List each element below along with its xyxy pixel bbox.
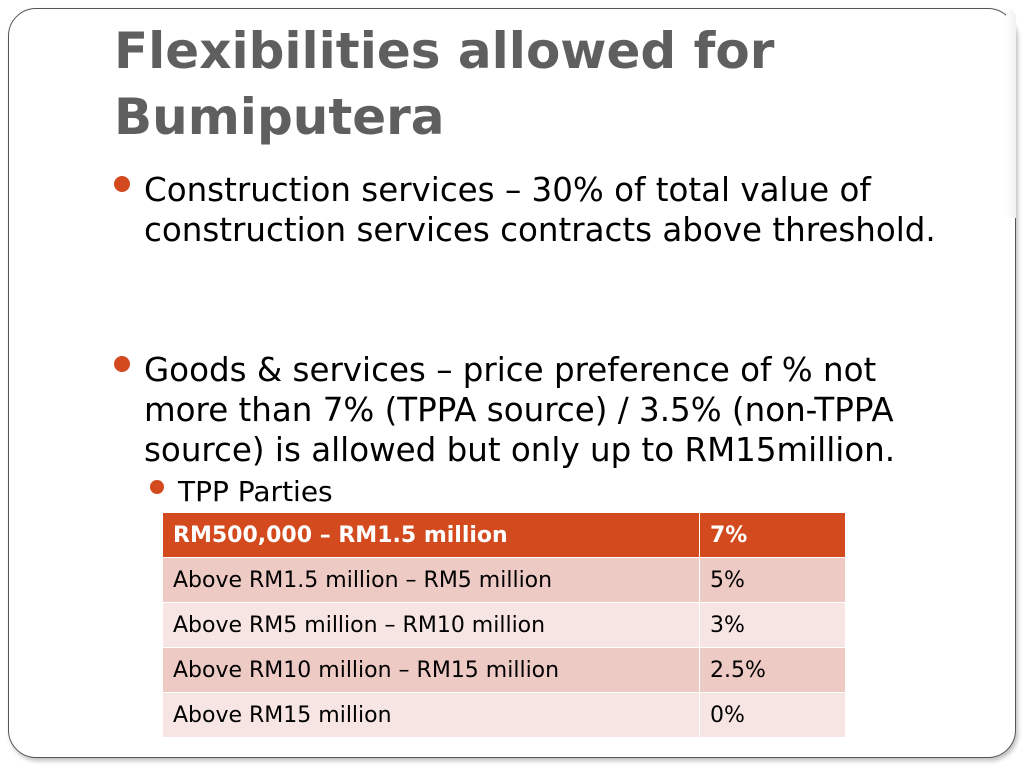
table-row: Above RM15 million 0% <box>162 692 846 738</box>
table-cell-range: Above RM5 million – RM10 million <box>162 602 700 648</box>
slide-title: Flexibilities allowed for Bumiputera <box>114 22 775 146</box>
table-header-row: RM500,000 – RM1.5 million 7% <box>162 512 846 558</box>
bullet-goods-services-text: Goods & services – price preference of %… <box>144 351 896 469</box>
bullet-construction: Construction services – 30% of total val… <box>114 170 944 250</box>
table-row: Above RM1.5 million – RM5 million 5% <box>162 557 846 603</box>
slide-edge-decoration <box>1006 8 1016 218</box>
table-cell-rate: 3% <box>699 602 846 648</box>
table-cell-range: Above RM1.5 million – RM5 million <box>162 557 700 603</box>
bullet-dot-icon <box>114 356 130 372</box>
table-header-range: RM500,000 – RM1.5 million <box>162 512 700 558</box>
table-row: Above RM10 million – RM15 million 2.5% <box>162 647 846 693</box>
sub-bullet-text: TPP Parties <box>178 475 333 508</box>
table-cell-rate: 5% <box>699 557 846 603</box>
sub-bullet-tpp-parties: TPP Parties <box>150 474 650 510</box>
table-cell-range: Above RM15 million <box>162 692 700 738</box>
table-cell-rate: 2.5% <box>699 647 846 693</box>
table-row: Above RM5 million – RM10 million 3% <box>162 602 846 648</box>
price-preference-table: RM500,000 – RM1.5 million 7% Above RM1.5… <box>162 512 846 738</box>
bullet-goods-services: Goods & services – price preference of %… <box>114 350 944 470</box>
bullet-dot-icon <box>114 176 130 192</box>
table-header-rate: 7% <box>699 512 846 558</box>
sub-bullet-dot-icon <box>150 480 164 494</box>
bullet-construction-text: Construction services – 30% of total val… <box>144 171 936 249</box>
table-cell-rate: 0% <box>699 692 846 738</box>
table-cell-range: Above RM10 million – RM15 million <box>162 647 700 693</box>
